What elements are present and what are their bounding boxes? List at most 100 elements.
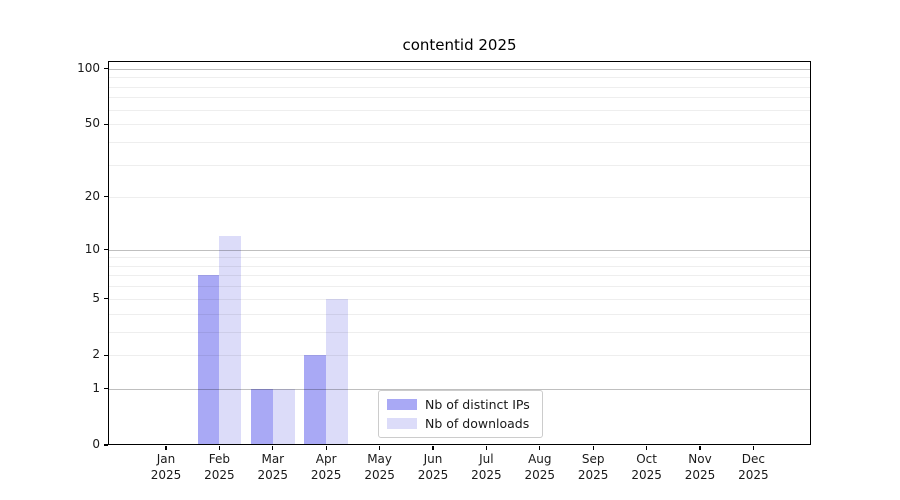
x-tick-label-apr: Apr 2025 (294, 452, 358, 483)
legend-swatch-icon (387, 418, 417, 429)
y-tick-label-1: 1 (92, 380, 100, 395)
x-tick-year: 2025 (631, 467, 662, 482)
y-tick-mark-10 (104, 248, 108, 251)
x-tick-month: Sep (581, 452, 605, 466)
y-tick-label-100: 100 (77, 60, 100, 75)
bar-apr-nb-of-distinct-ips (304, 355, 327, 445)
gridline-minor-50 (108, 124, 811, 126)
x-tick-label-jan: Jan 2025 (134, 452, 198, 483)
y-tick-mark-50 (104, 123, 108, 125)
x-tick-label-dec: Dec 2025 (721, 452, 785, 483)
plot-area (108, 61, 811, 445)
x-tick-month: Oct (636, 452, 657, 466)
gridline-major-10 (108, 249, 811, 251)
y-tick-mark-2 (104, 354, 108, 356)
x-tick-label-aug: Aug 2025 (508, 452, 572, 483)
y-tick-label-2: 2 (92, 347, 100, 362)
x-tick-month: Jan (156, 452, 176, 466)
x-tick-mark-feb (218, 446, 220, 450)
x-tick-label-feb: Feb 2025 (187, 452, 251, 483)
gridline-minor-5 (108, 298, 811, 300)
y-tick-mark-1 (104, 387, 108, 390)
gridline-minor-90 (108, 77, 811, 79)
x-tick-month: Jul (479, 452, 494, 466)
y-tick-mark-0 (104, 444, 108, 446)
x-tick-mark-sep (592, 446, 594, 450)
x-tick-mark-jul (485, 446, 487, 450)
x-tick-year: 2025 (204, 467, 235, 482)
gridline-minor-3 (108, 332, 811, 333)
x-tick-year: 2025 (364, 467, 395, 482)
legend-label: Nb of downloads (425, 416, 530, 431)
bar-mar-nb-of-downloads (272, 388, 295, 445)
x-tick-month: Dec (741, 452, 765, 466)
x-tick-label-sep: Sep 2025 (561, 452, 625, 483)
y-tick-label-5: 5 (92, 290, 100, 305)
y-tick-mark-5 (104, 298, 108, 300)
x-tick-year: 2025 (310, 467, 342, 482)
x-tick-year: 2025 (150, 467, 182, 482)
x-tick-mark-mar (272, 446, 274, 450)
x-tick-mark-may (379, 446, 381, 450)
x-tick-label-nov: Nov 2025 (668, 452, 732, 483)
x-tick-label-jun: Jun 2025 (401, 452, 465, 483)
x-tick-year: 2025 (471, 467, 502, 482)
gridline-minor-4 (108, 313, 811, 315)
x-tick-year: 2025 (684, 467, 716, 482)
gridline-minor-60 (108, 109, 811, 111)
x-tick-year: 2025 (524, 467, 556, 482)
x-tick-label-may: May 2025 (348, 452, 412, 483)
x-tick-year: 2025 (577, 467, 609, 482)
bars-layer (108, 61, 811, 445)
gridline-minor-20 (108, 196, 811, 198)
y-tick-label-20: 20 (84, 188, 100, 203)
x-tick-month: Nov (688, 452, 712, 466)
chart-title: contentid 2025 (402, 36, 517, 54)
legend: Nb of distinct IPs Nb of downloads (378, 390, 543, 438)
x-tick-month: Aug (528, 452, 552, 466)
y-tick-mark-100 (104, 68, 108, 70)
x-tick-mark-apr (325, 446, 327, 450)
y-tick-label-10: 10 (84, 241, 100, 256)
gridline-minor-40 (108, 142, 811, 144)
gridline-minor-7 (108, 275, 811, 277)
bar-mar-nb-of-distinct-ips (251, 388, 273, 445)
gridline-major-1 (108, 388, 811, 390)
x-tick-month: Apr (315, 452, 337, 466)
gridline-minor-6 (108, 286, 811, 288)
gridline-major-100 (108, 68, 811, 70)
x-tick-year: 2025 (738, 467, 769, 482)
x-tick-mark-nov (699, 446, 701, 450)
x-tick-month: Jun (423, 452, 443, 466)
gridline-minor-30 (108, 165, 811, 166)
gridline-minor-80 (108, 86, 811, 88)
legend-row-nb-of-downloads: Nb of downloads (387, 416, 533, 431)
grid-layer (108, 61, 811, 445)
y-tick-label-0: 0 (92, 437, 100, 451)
x-tick-month: Feb (208, 452, 231, 466)
x-tick-mark-jan (165, 446, 167, 450)
x-tick-month: Mar (261, 452, 285, 466)
x-tick-mark-oct (646, 446, 648, 450)
gridline-minor-70 (108, 97, 811, 99)
legend-label: Nb of distinct IPs (425, 397, 530, 412)
x-tick-month: May (367, 452, 392, 466)
x-tick-year: 2025 (417, 467, 449, 482)
bar-feb-nb-of-downloads (219, 235, 242, 445)
x-tick-label-mar: Mar 2025 (241, 452, 305, 483)
gridline-minor-9 (108, 257, 811, 259)
x-tick-label-oct: Oct 2025 (615, 452, 679, 483)
x-tick-mark-dec (752, 446, 754, 450)
x-tick-year: 2025 (257, 467, 289, 482)
x-tick-label-jul: Jul 2025 (454, 452, 518, 483)
gridline-minor-8 (108, 265, 811, 267)
x-tick-mark-jun (432, 446, 434, 450)
x-tick-mark-aug (539, 446, 541, 450)
bar-feb-nb-of-distinct-ips (197, 275, 220, 445)
legend-swatch-icon (387, 399, 417, 410)
y-tick-label-50: 50 (84, 116, 100, 131)
y-tick-mark-20 (104, 196, 108, 198)
bar-apr-nb-of-downloads (326, 298, 348, 445)
gridline-minor-2 (108, 355, 811, 357)
